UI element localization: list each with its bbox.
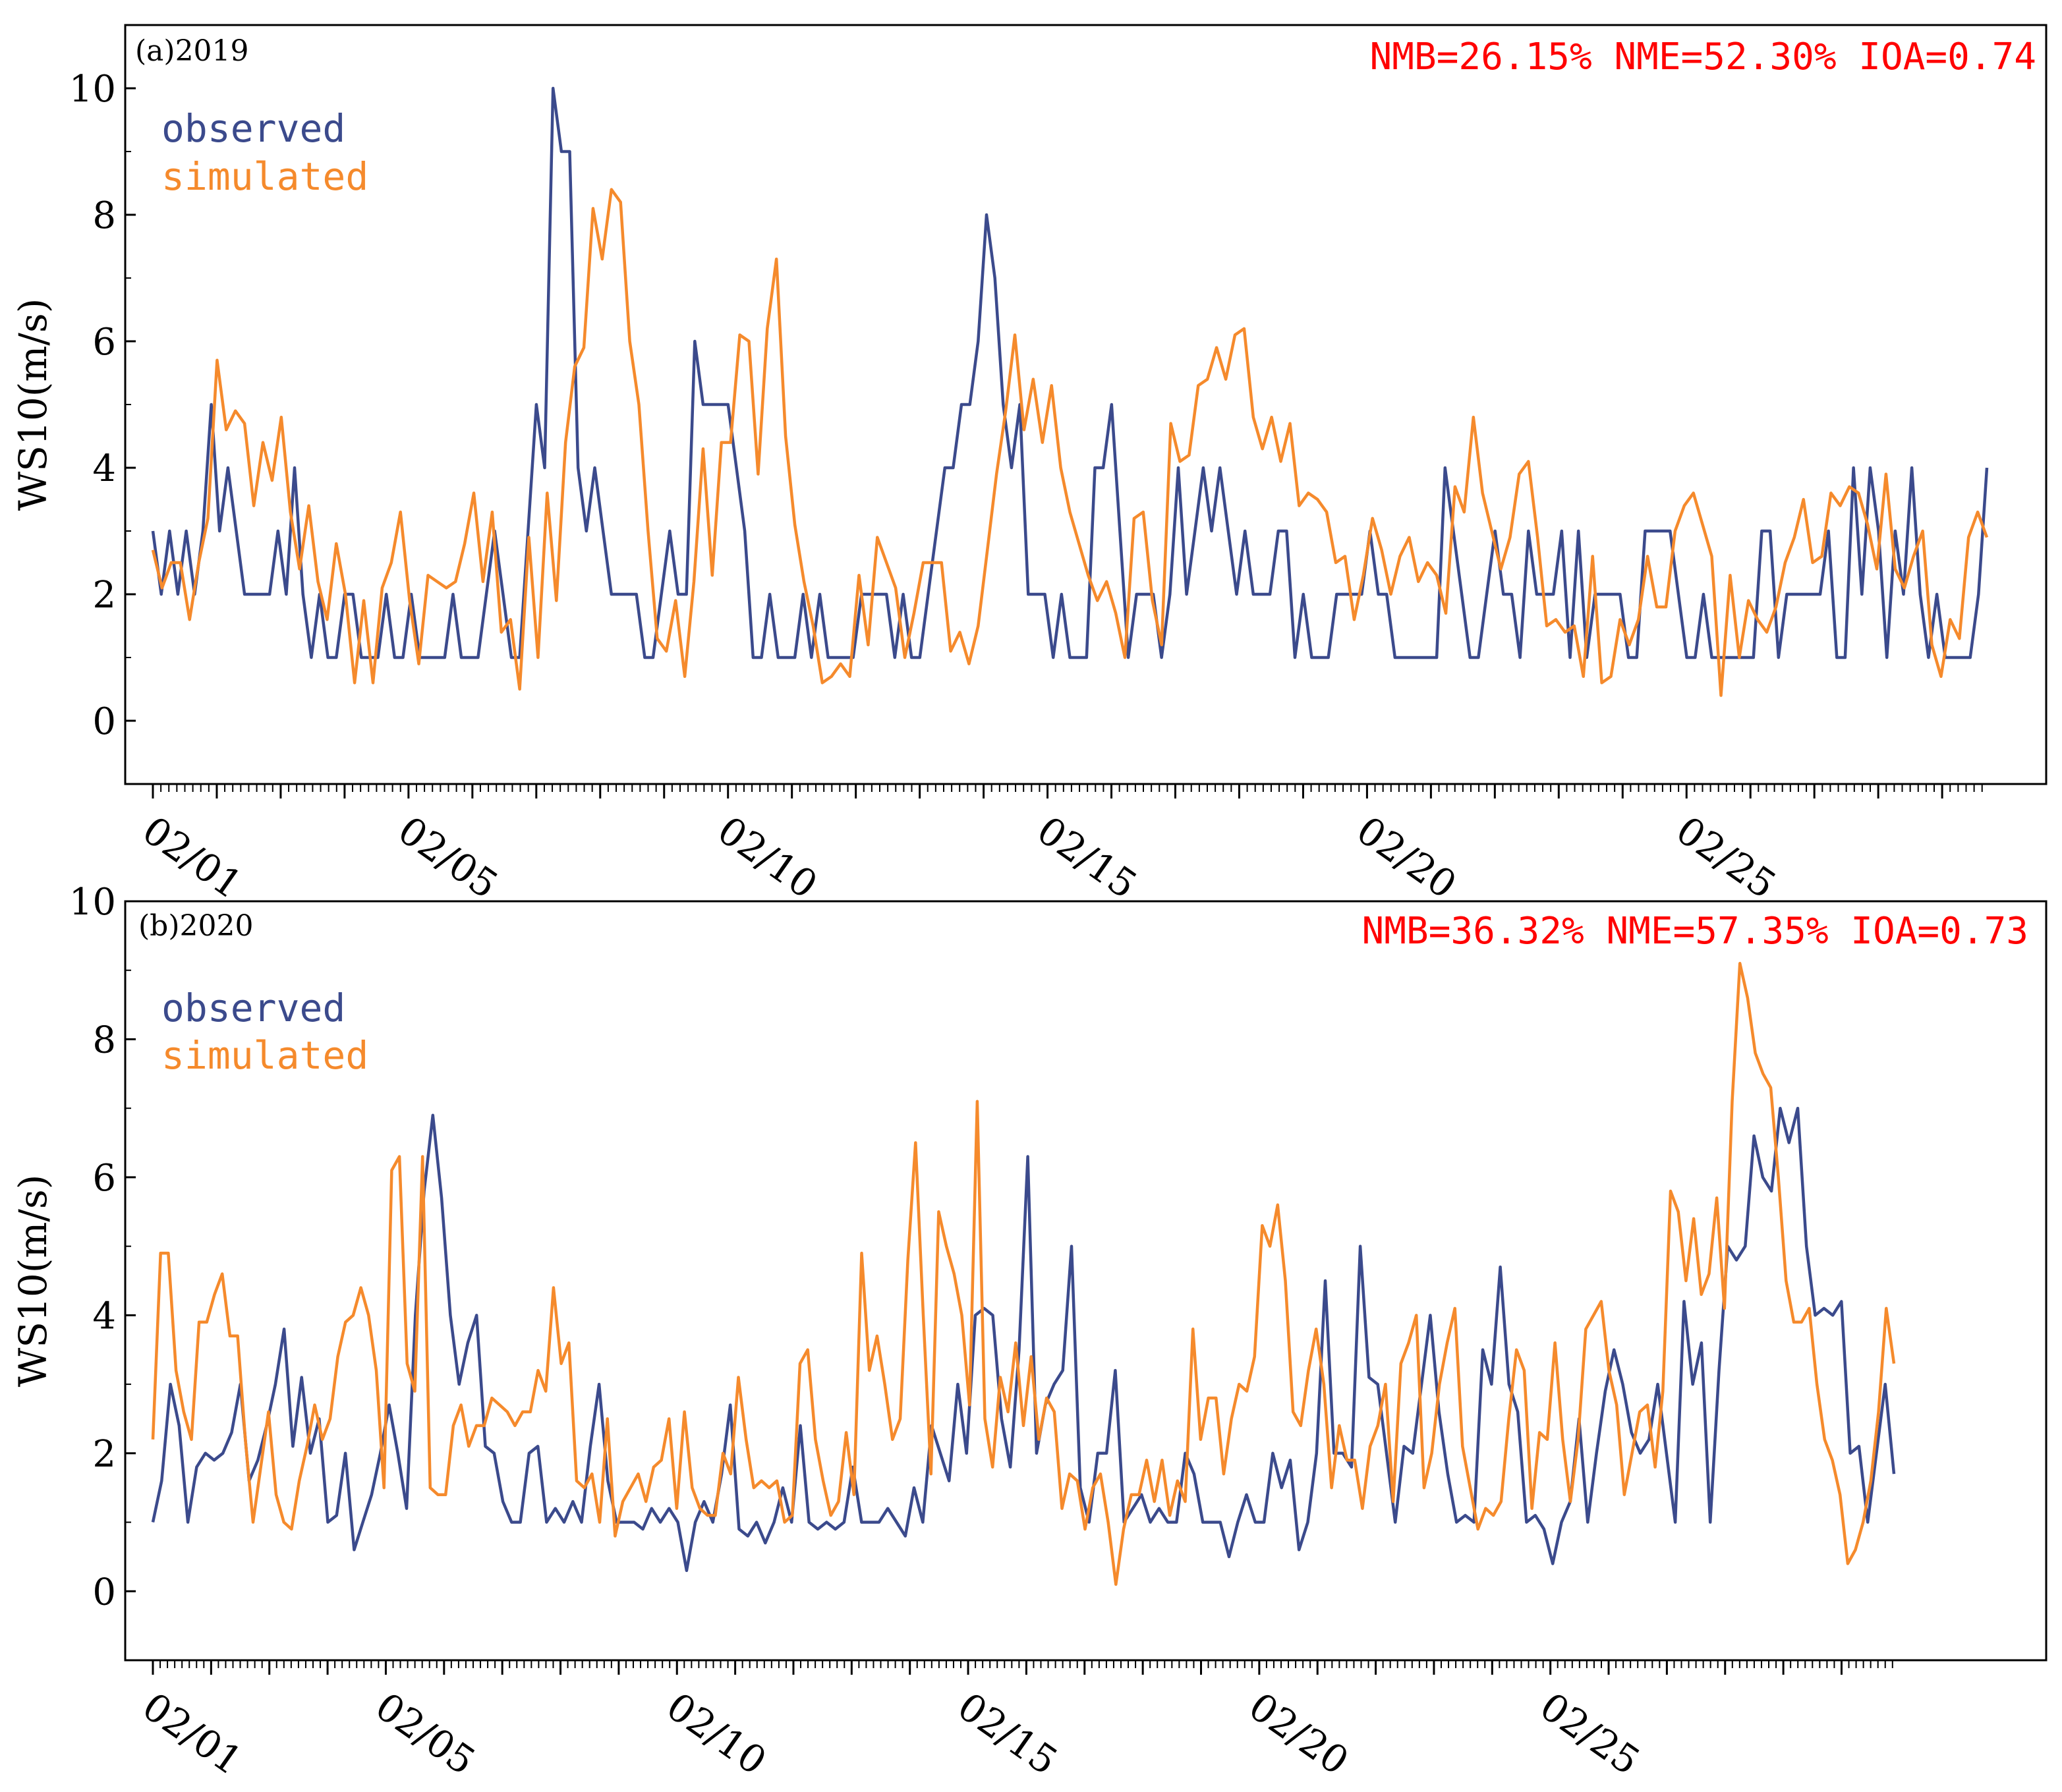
- panel-b-series-observed: [151, 1106, 1896, 1573]
- panel-b-ytick-label-10: 10: [69, 881, 116, 924]
- panel-b-series-simulated: [151, 962, 1896, 1586]
- panel-a-ytick-label-4: 4: [92, 447, 116, 490]
- panel-a-series-observed: [151, 86, 1989, 659]
- panel-b-series: [151, 962, 1896, 1586]
- panel-a-ytick-label-8: 8: [92, 194, 116, 237]
- panel-a-series: [151, 86, 1989, 697]
- panel-a-ytick-label-2: 2: [92, 574, 116, 617]
- panel-a-ytick-label-6: 6: [92, 321, 116, 364]
- panel-b-stats: NMB=36.32% NME=57.35% IOA=0.73: [1362, 910, 2028, 953]
- panel-a-ytick-label-0: 0: [92, 700, 116, 743]
- panel-b-ytick-label-2: 2: [92, 1433, 116, 1476]
- panel-b-ytick-label-0: 0: [92, 1571, 116, 1613]
- panel-b-legend-observed: observed: [161, 986, 345, 1030]
- panel-b-ylabel: WS10(m/s): [11, 1175, 55, 1387]
- panel-a-legend-simulated: simulated: [161, 154, 368, 199]
- panel-a-ylabel: WS10(m/s): [11, 298, 55, 511]
- panel-b-legend-simulated: simulated: [161, 1033, 368, 1078]
- panel-a-legend-observed: observed: [161, 106, 345, 151]
- panel-b-ytick-label-4: 4: [92, 1295, 116, 1337]
- panel-b-ytick-label-6: 6: [92, 1157, 116, 1200]
- panel-b-ytick-label-8: 8: [92, 1019, 116, 1061]
- panel-a-label: (a)2019: [135, 34, 249, 68]
- panel-b-label: (b)2020: [138, 909, 253, 943]
- panel-b-plot-frame: [124, 900, 2048, 1662]
- panel-a-ytick-label-10: 10: [69, 68, 116, 111]
- panel-a-stats: NMB=26.15% NME=52.30% IOA=0.74: [1370, 36, 2036, 78]
- panel-a-series-simulated: [151, 188, 1989, 697]
